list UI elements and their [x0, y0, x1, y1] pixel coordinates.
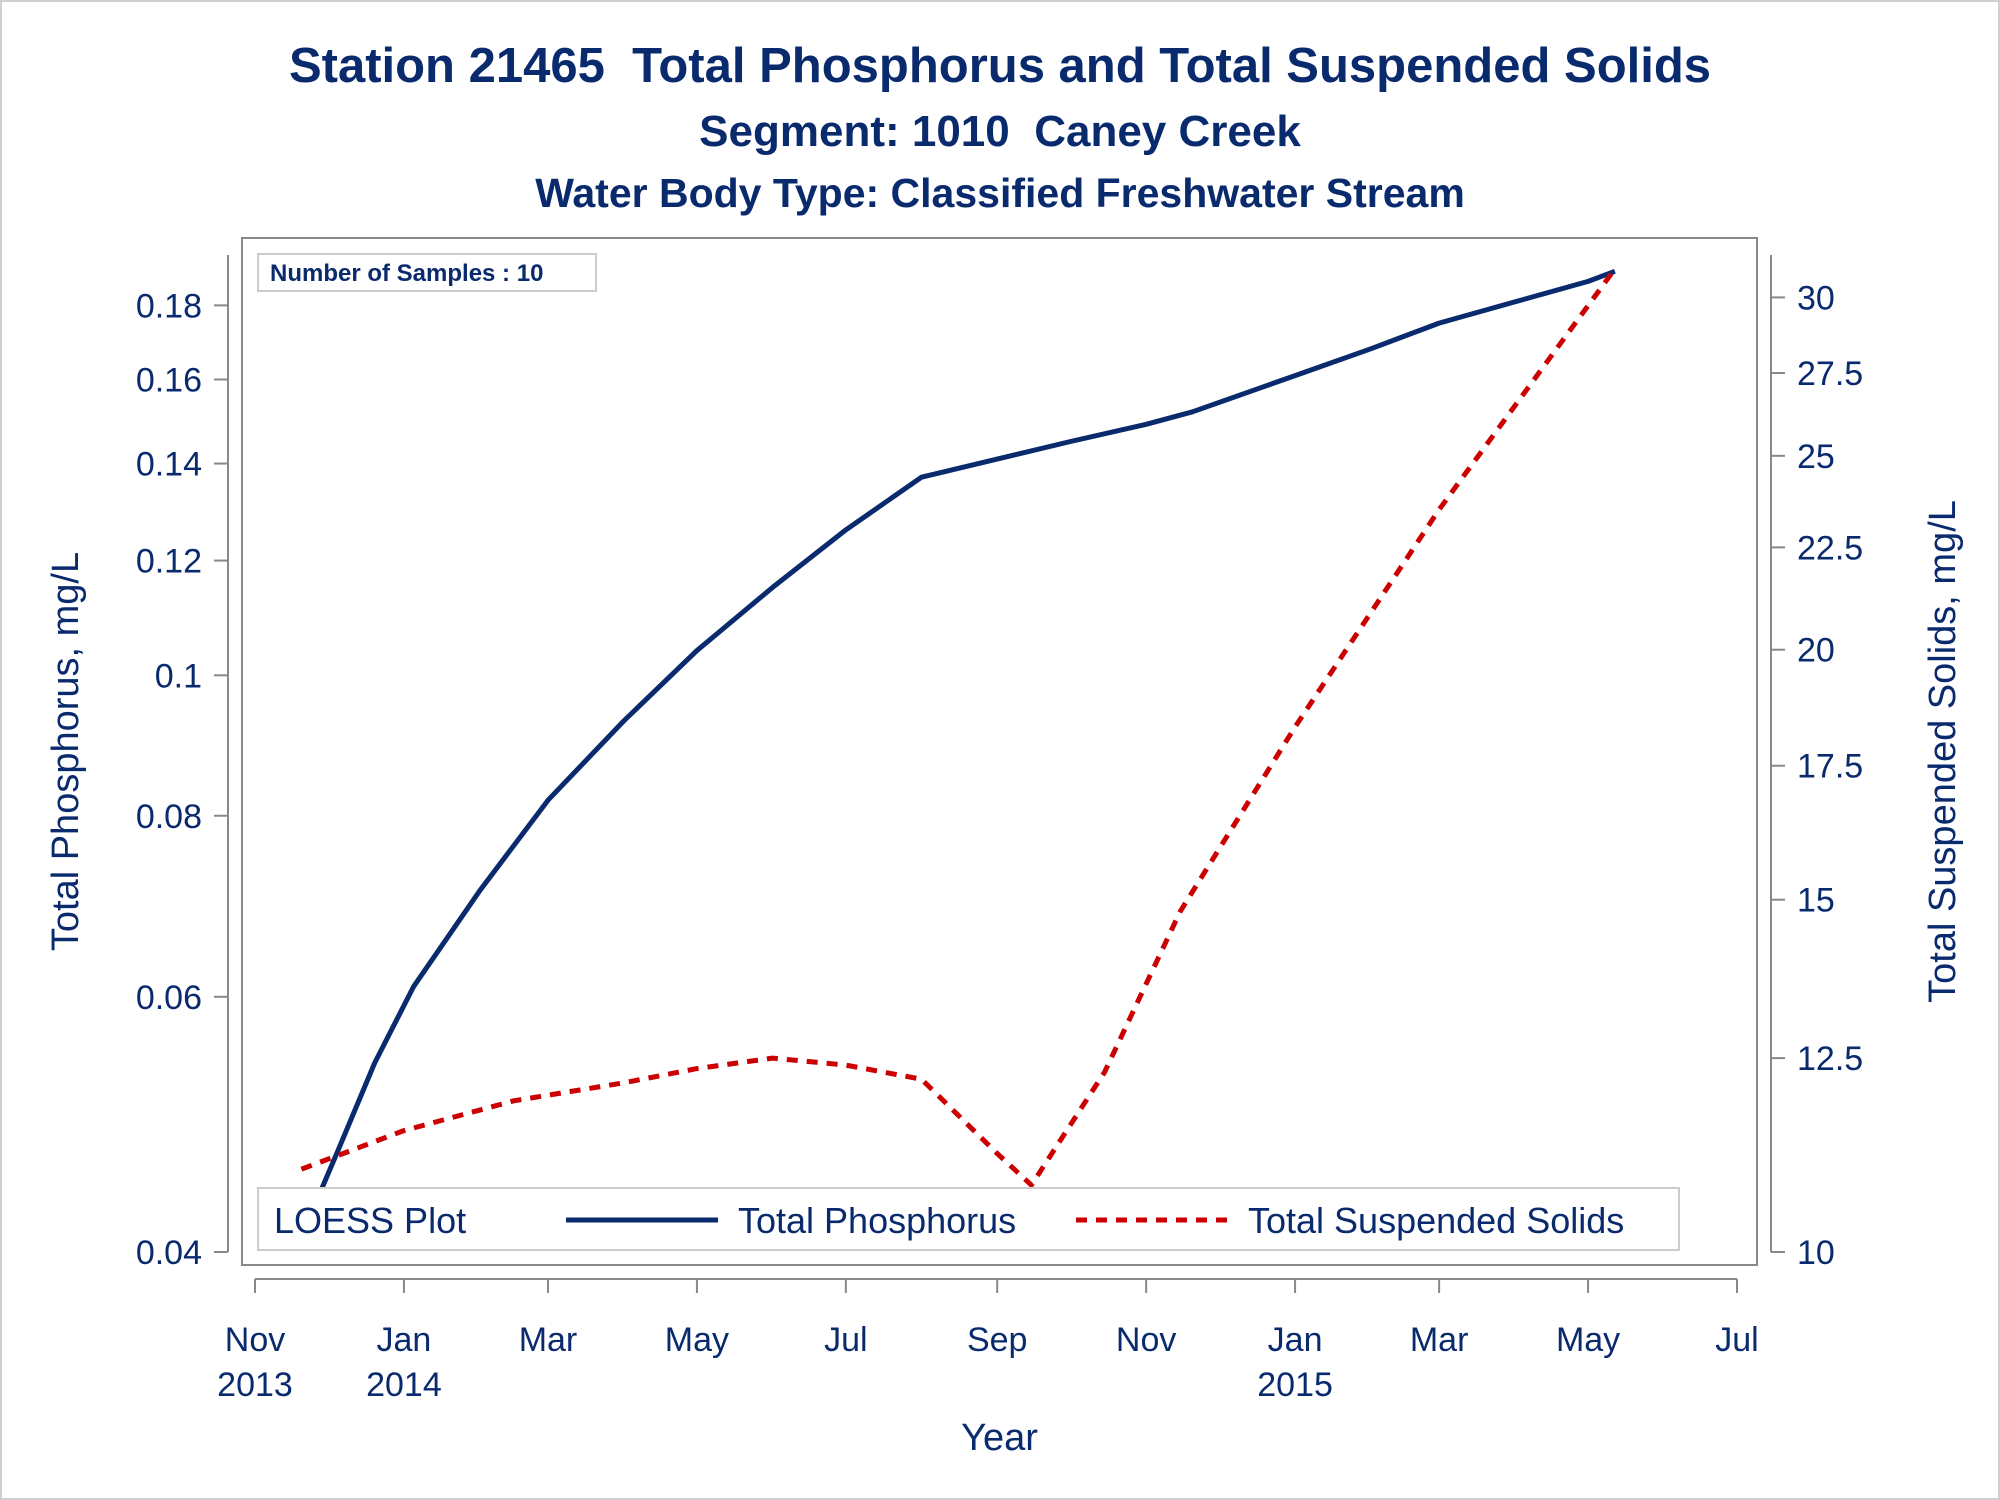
series-line-total-suspended-solids: [300, 267, 1617, 1188]
y2-tick-label: 22.5: [1797, 529, 1863, 567]
x-tick-label-month: May: [1556, 1321, 1620, 1359]
y-tick-label: 0.04: [136, 1234, 202, 1272]
y2-tick-label: 25: [1797, 438, 1835, 476]
y-axis-left: 0.04 0.06 0.08 0.1 0.12 0.14 0.16 0.18: [136, 255, 229, 1272]
y2-tick-label: 12.5: [1797, 1040, 1863, 1078]
y-tick-label: 0.06: [136, 979, 202, 1017]
chart-subtitle-water-body: Water Body Type: Classified Freshwater S…: [535, 170, 1465, 216]
sample-count-text: Number of Samples : 10: [270, 260, 543, 287]
chart-subtitle-segment: Segment: 1010 Caney Creek: [699, 107, 1301, 156]
x-tick-label-month: Jan: [377, 1321, 432, 1359]
x-axis: Nov 2013 Jan 2014 Mar May Jul Sep Nov Jan 2015 Mar M…: [217, 1278, 1759, 1404]
sample-count-box: Number of Samples : 10: [257, 253, 597, 292]
y-tick-label: 0.1: [155, 657, 202, 695]
sample-count-border: [257, 253, 597, 292]
x-tick-label-month: Jul: [1715, 1321, 1758, 1359]
y-tick-label: 0.08: [136, 798, 202, 836]
x-tick-label-month: Nov: [1116, 1321, 1176, 1359]
x-tick-label-month: Jul: [824, 1321, 867, 1359]
y2-tick-label: 10: [1797, 1234, 1835, 1272]
y-axis-right-label: Total Suspended Solids, mg/L: [1922, 500, 1964, 1003]
x-tick-label-month: Mar: [1410, 1321, 1469, 1359]
y2-tick-label: 27.5: [1797, 355, 1863, 393]
x-tick-label-year: 2014: [366, 1366, 442, 1404]
series-layer: [299, 267, 1617, 1238]
x-tick-label-year: 2013: [217, 1366, 293, 1404]
x-axis-label: Year: [961, 1417, 1038, 1459]
y-tick-label: 0.16: [136, 362, 202, 400]
legend-border: [257, 1187, 1680, 1251]
x-tick-label-month: Mar: [519, 1321, 578, 1359]
y2-tick-label: 15: [1797, 882, 1835, 920]
y-axis-right: 10 12.5 15 17.5 20 22.5 25 27.5 30: [1770, 255, 1863, 1272]
legend: LOESS Plot Total Phosphorus Total Suspen…: [257, 1187, 1680, 1251]
y-tick-label: 0.14: [136, 446, 202, 484]
x-tick-label-month: Sep: [967, 1321, 1028, 1359]
y2-tick-label: 17.5: [1797, 748, 1863, 786]
x-tick-label-month: Nov: [225, 1321, 285, 1359]
plot-area: [241, 237, 1758, 1266]
series-line-total-phosphorus: [299, 268, 1616, 1238]
y2-tick-label: 30: [1797, 279, 1835, 317]
y-tick-label: 0.12: [136, 543, 202, 581]
legend-title: LOESS Plot: [274, 1200, 466, 1241]
y-tick-label: 0.18: [136, 287, 202, 325]
x-tick-label-month: May: [665, 1321, 729, 1359]
legend-label-solids: Total Suspended Solids: [1248, 1200, 1624, 1241]
x-tick-label-month: Jan: [1268, 1321, 1323, 1359]
chart-title: Station 21465 Total Phosphorus and Total…: [288, 39, 1712, 93]
legend-label-phosphorus: Total Phosphorus: [738, 1200, 1016, 1241]
y-axis-left-label: Total Phosphorus, mg/L: [45, 552, 87, 951]
x-tick-label-year: 2015: [1257, 1366, 1333, 1404]
y2-tick-label: 20: [1797, 632, 1835, 670]
